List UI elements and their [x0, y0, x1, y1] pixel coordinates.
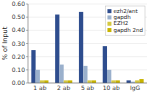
y-tick-label: 0.00 — [12, 79, 26, 86]
bar — [55, 15, 59, 83]
legend-label: gapdh 2nd — [113, 27, 143, 34]
bar — [111, 80, 115, 83]
grid-line — [28, 43, 147, 44]
chart: 0.00 0.10 0.20 0.30 0.40 0.50 0.60 1 ab 2 ab 5 ab… — [0, 0, 150, 95]
y-tick-label: 0.30 — [12, 40, 26, 47]
legend-swatch — [107, 9, 111, 13]
bar — [36, 70, 40, 83]
legend-label: ezh2/ant — [113, 8, 138, 14]
bar — [107, 70, 111, 83]
bar — [135, 80, 139, 83]
y-tick-label: 0.50 — [12, 13, 26, 20]
x-tick-label: 5 ab — [81, 84, 94, 91]
legend: ezh2/antgapdhEZH2gapdh 2nd — [105, 6, 145, 35]
bar — [83, 66, 87, 83]
legend-swatch — [107, 22, 111, 26]
grid-line — [28, 56, 147, 57]
bar — [64, 80, 68, 83]
bar — [103, 46, 107, 83]
x-tick-label: 10 ab — [103, 84, 120, 91]
bar — [127, 80, 131, 83]
y-axis — [28, 4, 29, 83]
bar — [31, 50, 35, 83]
bar — [79, 12, 83, 83]
bar — [92, 80, 96, 83]
x-tick-label: IgG — [130, 84, 141, 92]
bar — [68, 80, 72, 83]
bar — [88, 80, 92, 83]
legend-swatch — [107, 15, 111, 19]
grid-line — [28, 4, 147, 5]
x-tick-label: 1 ab — [33, 84, 46, 91]
y-tick-label: 0.10 — [12, 66, 26, 73]
y-tick-label: 0.20 — [12, 53, 26, 60]
bar — [116, 80, 120, 83]
bar — [40, 80, 44, 83]
legend-swatch — [107, 28, 111, 32]
bar — [139, 79, 143, 83]
bar — [59, 65, 63, 83]
legend-label: EZH2 — [113, 20, 128, 26]
y-tick-label: 0.40 — [12, 26, 26, 33]
bars — [31, 12, 143, 83]
y-tick-label: 0.60 — [12, 0, 26, 7]
legend-frame — [105, 6, 145, 35]
x-tick-label: 2 ab — [57, 84, 70, 91]
bar — [44, 80, 48, 83]
y-axis-label: % of Input — [1, 26, 9, 60]
